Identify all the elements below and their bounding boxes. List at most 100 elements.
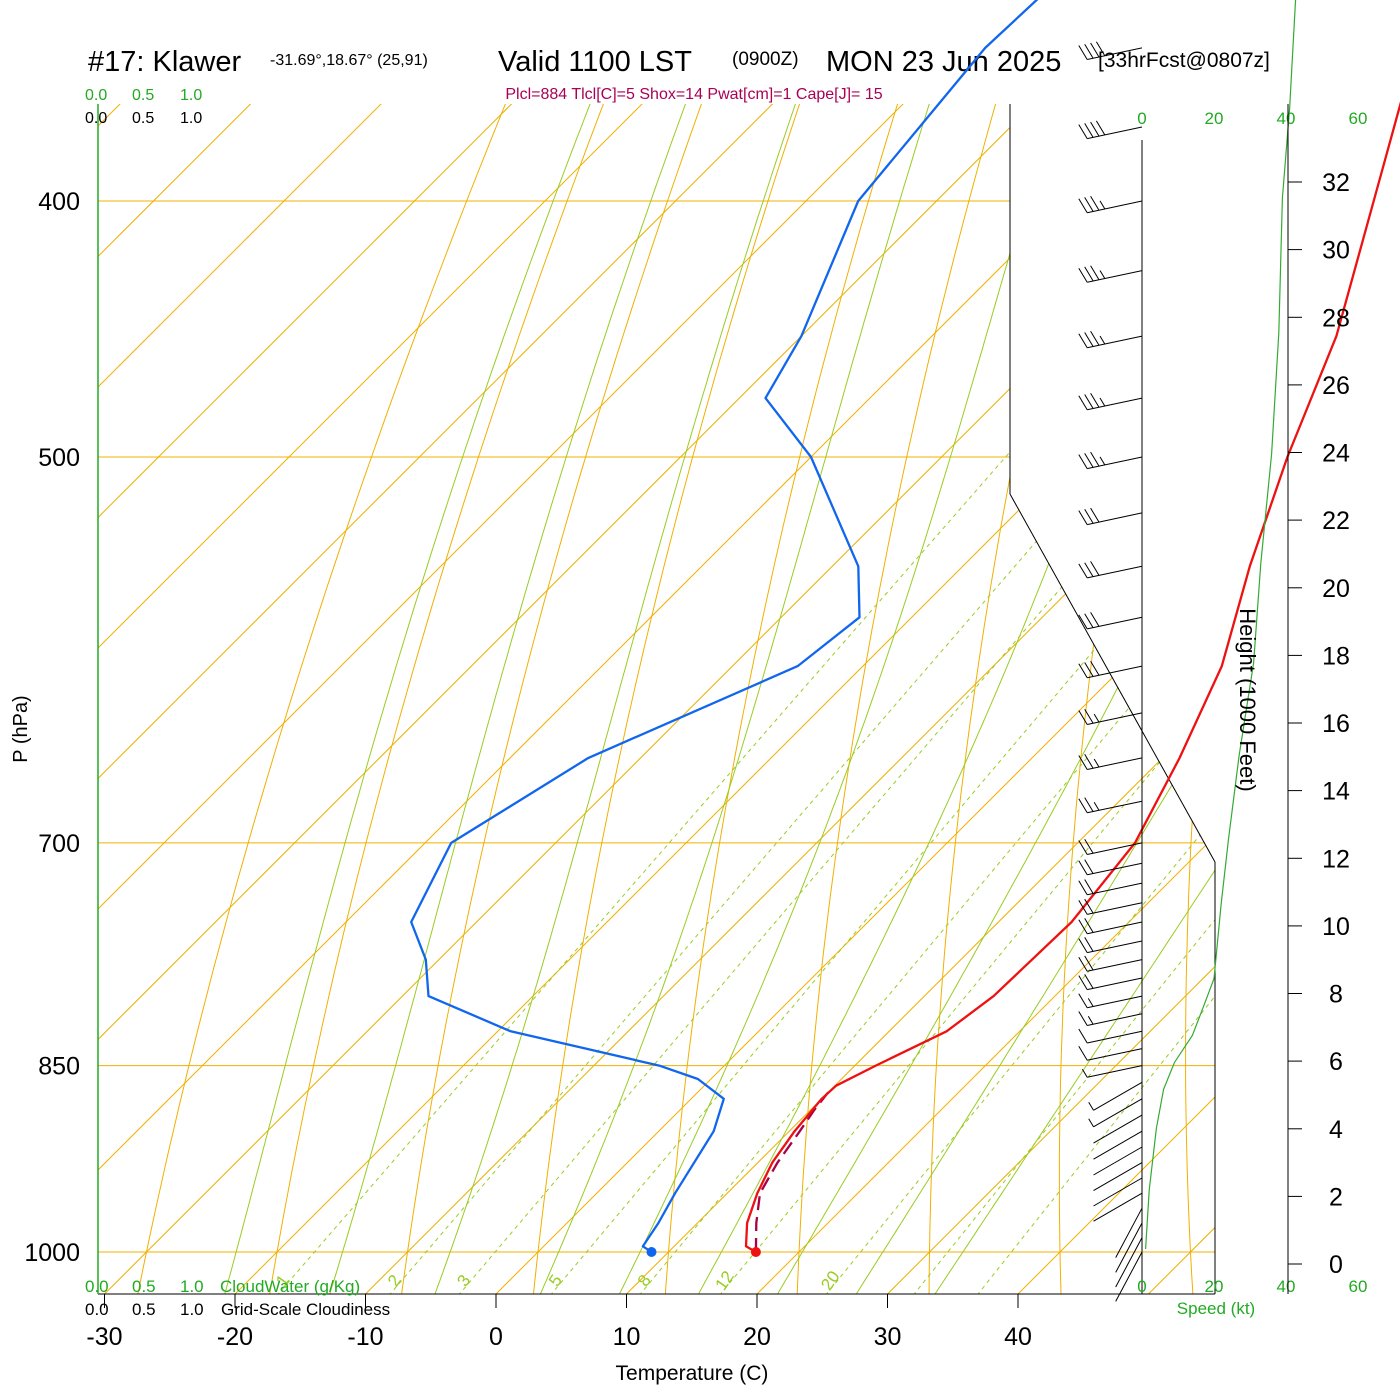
cloud-water-tick-top: 1.0 (180, 87, 202, 104)
height-tick-label: 20 (1322, 575, 1350, 603)
wind-barb-flag (1099, 397, 1106, 407)
cloudiness-tick-bottom: 0.5 (132, 1300, 156, 1319)
mixing-ratio-label: 12 (711, 1267, 737, 1293)
temperature-trace (744, 101, 1400, 1253)
wind-barb-flag (1078, 614, 1088, 630)
wind-barb-staff (1087, 902, 1143, 915)
mixing-ratio-line (447, 200, 1215, 1294)
plot-frame (98, 104, 1216, 1295)
temp-tick-label: 10 (613, 1323, 641, 1351)
wind-barb-staff (1087, 200, 1143, 214)
pressure-tick-label: 850 (38, 1053, 80, 1081)
cloud-water-tick-bottom: 0.0 (85, 1277, 109, 1296)
wind-barbs (1078, 41, 1143, 1302)
speed-tick-bottom: 0 (1137, 1277, 1146, 1296)
forecast-info: [33hrFcst@0807z] (1098, 49, 1270, 72)
wind-barb-staff (1093, 1146, 1143, 1176)
isotherm (481, 104, 1215, 1294)
wind-barb-flag (1078, 880, 1088, 896)
wind-barb-flag (1081, 1068, 1088, 1078)
wind-barb-flag (1084, 879, 1094, 894)
temp-tick-label: 40 (1004, 1323, 1032, 1351)
wind-barb-flag (1095, 120, 1106, 136)
isotherm (98, 104, 1215, 1294)
wind-barb-staff (1087, 397, 1143, 411)
wind-barb-flag (1078, 798, 1088, 814)
wind-barb-staff (1087, 995, 1143, 1009)
cloudiness-tick-top: 0.0 (85, 110, 107, 127)
valid-date: MON 23 Jun 2025 (826, 46, 1061, 78)
line-labels: 1235812200102030 (272, 1267, 844, 1293)
wind-barb-staff (1087, 665, 1143, 679)
wind-barb-flag (1090, 451, 1100, 467)
pressure-tick-label: 500 (38, 444, 80, 472)
mixing-ratio-label: 8 (634, 1271, 655, 1290)
isotherm (612, 104, 1215, 1294)
wind-barb-flag (1090, 561, 1100, 576)
wind-barb-flag (1078, 663, 1088, 678)
wind-barb-flag (1099, 335, 1106, 345)
isotherm (742, 104, 1215, 1294)
wind-barb-flag (1087, 1015, 1094, 1025)
wind-barb-flag (1078, 454, 1088, 469)
utc-time: (0900Z) (732, 49, 799, 70)
x-axis-label: Temperature (C) (616, 1362, 769, 1385)
height-tick-label: 28 (1322, 304, 1350, 332)
y-axis-label: P (hPa) (10, 695, 32, 762)
wind-speed-trace (1145, 0, 1297, 1250)
height-tick-label: 8 (1329, 981, 1343, 1009)
wind-barb-flag (1078, 1045, 1088, 1061)
cloudiness-label: Grid-Scale Cloudiness (221, 1300, 390, 1319)
dry-adiabat (134, 104, 722, 1294)
wind-barb-flag (1078, 1028, 1088, 1044)
wind-barb-flag (1084, 898, 1094, 914)
wind-barb-flag (1084, 43, 1094, 59)
wind-barb-flag (1088, 1102, 1094, 1111)
dry-adiabat (399, 104, 895, 1294)
wind-barb-flag (1078, 333, 1088, 349)
height-tick-label: 0 (1329, 1251, 1343, 1279)
temp-tick-label: 0 (489, 1323, 503, 1351)
isotherm (98, 104, 1132, 1294)
wind-barb-flag (1078, 840, 1088, 855)
height-tick-label: 14 (1322, 778, 1350, 806)
wind-barb-staff (1115, 1237, 1143, 1288)
wind-barb-flag (1084, 394, 1094, 409)
speed-axis-label: Speed (kt) (1177, 1299, 1255, 1318)
wind-barb-staff (1087, 565, 1143, 579)
wind-barb-staff (1087, 270, 1143, 283)
wind-barb-flag (1084, 839, 1094, 854)
wind-barb-staff (1087, 1013, 1143, 1026)
wind-barb-flag (1078, 755, 1088, 770)
pressure-axis: 2503004005007008501000 (24, 188, 80, 1267)
surface-dewpoint-marker (646, 1247, 657, 1257)
surface-temperature-marker (750, 1247, 761, 1257)
speed-tick-bottom: 40 (1277, 1277, 1296, 1296)
dry-adiabat (663, 104, 1069, 1294)
wind-barb-staff (1087, 959, 1143, 972)
wind-barb-staff (1115, 1251, 1143, 1302)
wind-barb-flag (1090, 265, 1100, 280)
wind-barb-flag (1093, 713, 1100, 723)
wind-barb-flag (1078, 198, 1088, 213)
wind-barb-flag (1084, 662, 1094, 677)
wind-barb-flag (1078, 563, 1088, 579)
wind-barb-staff (1087, 47, 1143, 60)
wind-barb-flag (1084, 955, 1094, 971)
wind-barb-staff (1087, 921, 1143, 935)
wind-barb-flag (1090, 660, 1100, 676)
background-lines (98, 104, 1215, 1294)
cloudiness-tick-bottom: 0.0 (85, 1300, 109, 1319)
mixing-ratio-label: 5 (545, 1271, 566, 1290)
wind-barb-flag (1084, 709, 1094, 724)
temperature-axis: -30 -20 -10 0 10 20 30 40 (86, 1294, 1032, 1351)
wind-barb-flag (1084, 562, 1094, 577)
cloud-water-tick-top: 0.5 (132, 87, 154, 104)
temp-tick-label: 20 (743, 1323, 771, 1351)
isotherm (98, 104, 1001, 1294)
height-tick-label: 2 (1329, 1183, 1343, 1211)
wind-barb-flag (1078, 957, 1088, 972)
wind-barb-staff (1093, 1098, 1143, 1128)
height-tick-label: 30 (1322, 237, 1350, 265)
wind-barb-flag (1099, 200, 1106, 210)
